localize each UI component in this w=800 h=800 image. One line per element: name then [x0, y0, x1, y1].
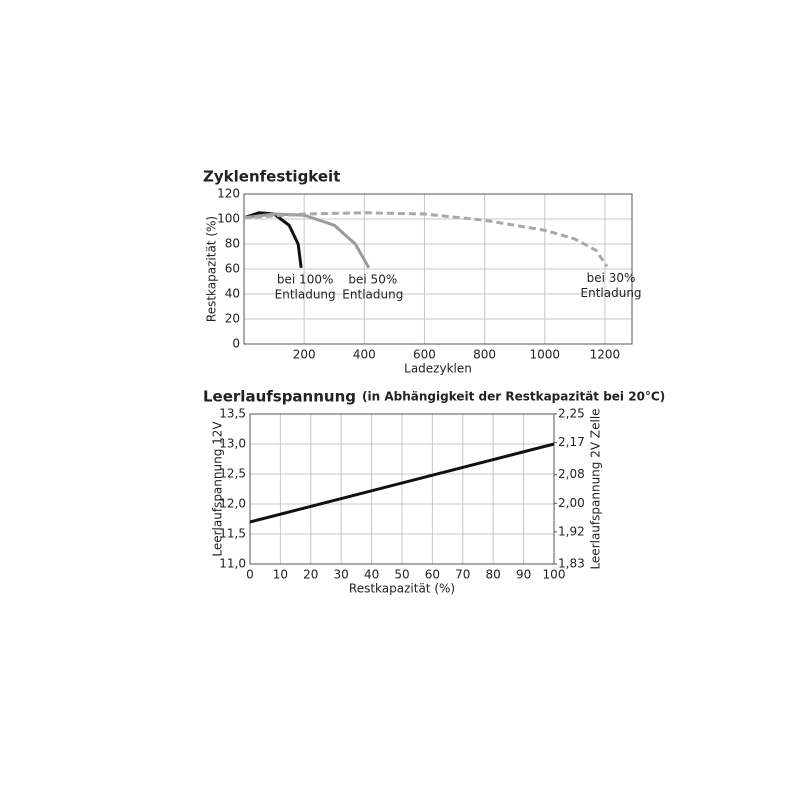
x-tick-label: 1200	[590, 348, 621, 362]
x-tick-label: 90	[516, 568, 531, 582]
series-label: Entladung	[275, 287, 336, 301]
series-line	[243, 211, 303, 268]
x-tick-label: 0	[246, 568, 254, 582]
x-tick-label: 50	[394, 568, 409, 582]
y-axis-label: Restkapazität (%)	[205, 216, 219, 322]
x-tick-label: 600	[413, 348, 436, 362]
series-label: Entladung	[581, 286, 642, 300]
series-line	[243, 212, 371, 269]
x-tick-label: 80	[486, 568, 501, 582]
y2-tick-label: 2,00	[558, 496, 585, 510]
series-label: bei 30%	[587, 271, 636, 285]
y-tick-label: 60	[225, 262, 240, 276]
chart-subtitle: (in Abhängigkeit der Restkapazität bei 2…	[362, 390, 665, 404]
y-tick-label: 100	[217, 212, 240, 226]
x-axis-label: Ladezyklen	[404, 362, 472, 376]
y2-tick-label: 1,83	[558, 557, 585, 571]
series-label: Entladung	[342, 287, 403, 301]
x-tick-label: 40	[364, 568, 379, 582]
x-axis-label: Restkapazität (%)	[349, 582, 455, 596]
series-label: bei 50%	[348, 272, 397, 286]
x-tick-label: 400	[353, 348, 376, 362]
x-tick-label: 10	[273, 568, 288, 582]
y-tick-label: 20	[225, 312, 240, 326]
chart-title: Zyklenfestigkeit	[203, 168, 340, 186]
y-tick-label: 40	[225, 287, 240, 301]
y2-tick-label: 2,25	[558, 407, 585, 421]
y-tick-label: 11,0	[219, 557, 246, 571]
y-axis-label: Leerlaufspannung 12V	[211, 421, 225, 557]
plot-frame	[249, 413, 555, 565]
y2-tick-label: 2,17	[558, 435, 585, 449]
chart-title: Leerlaufspannung	[203, 388, 356, 406]
x-tick-label: 20	[303, 568, 318, 582]
y-tick-label: 0	[232, 337, 240, 351]
series-line	[249, 442, 555, 524]
x-tick-label: 100	[543, 568, 566, 582]
x-tick-label: 70	[455, 568, 470, 582]
plot-frame	[243, 193, 633, 345]
x-tick-label: 800	[473, 348, 496, 362]
y2-tick-label: 2,08	[558, 467, 585, 481]
y-tick-label: 120	[217, 187, 240, 201]
series-line	[243, 211, 609, 268]
y-tick-label: 12,0	[219, 497, 246, 511]
y-tick-label: 13,5	[219, 407, 246, 421]
x-tick-label: 1000	[530, 348, 561, 362]
y-tick-label: 11,5	[219, 527, 246, 541]
x-tick-label: 60	[425, 568, 440, 582]
y-tick-label: 12,5	[219, 467, 246, 481]
x-tick-label: 200	[293, 348, 316, 362]
y2-tick-label: 1,92	[558, 524, 585, 538]
y-tick-label: 80	[225, 237, 240, 251]
series-label: bei 100%	[277, 272, 333, 286]
y-tick-label: 13,0	[219, 437, 246, 451]
y2-axis-label: Leerlaufspannung 2V Zelle	[589, 408, 603, 569]
x-tick-label: 30	[334, 568, 349, 582]
